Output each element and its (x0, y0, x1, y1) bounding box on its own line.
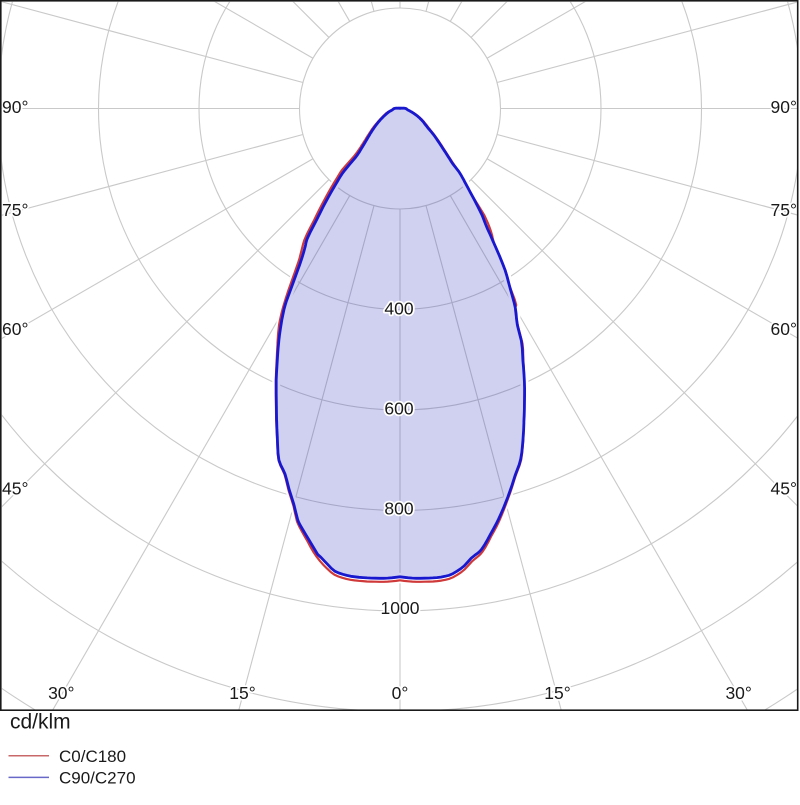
svg-text:1000: 1000 (381, 598, 420, 618)
svg-text:15°: 15° (544, 683, 570, 703)
svg-text:90°: 90° (2, 97, 28, 117)
svg-text:45°: 45° (2, 478, 28, 498)
svg-text:75°: 75° (771, 200, 797, 220)
svg-text:30°: 30° (725, 683, 751, 703)
svg-text:45°: 45° (771, 478, 797, 498)
svg-text:400: 400 (384, 298, 413, 318)
svg-text:75°: 75° (2, 200, 28, 220)
svg-text:C0/C180: C0/C180 (59, 747, 126, 766)
svg-text:60°: 60° (2, 319, 28, 339)
svg-text:15°: 15° (229, 683, 255, 703)
svg-text:C90/C270: C90/C270 (59, 769, 136, 788)
svg-text:800: 800 (384, 498, 413, 518)
svg-text:0°: 0° (392, 683, 409, 703)
svg-text:30°: 30° (48, 683, 74, 703)
svg-text:600: 600 (384, 398, 413, 418)
svg-text:90°: 90° (771, 97, 797, 117)
svg-text:60°: 60° (771, 319, 797, 339)
svg-text:cd/klm: cd/klm (10, 711, 71, 734)
